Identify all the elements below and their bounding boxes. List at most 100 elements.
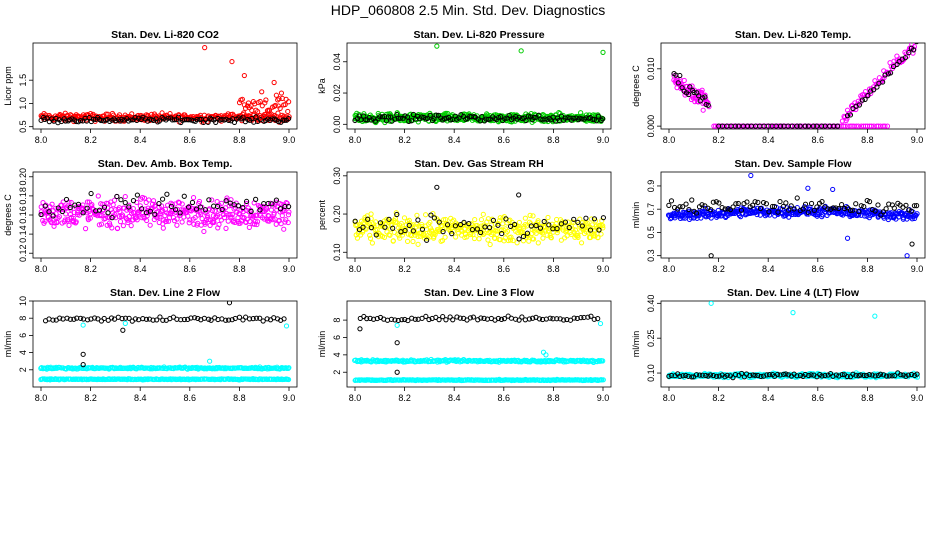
- yellow-point: [468, 221, 474, 227]
- green-point: [518, 48, 524, 54]
- black-point: [189, 199, 196, 206]
- black-point: [686, 91, 692, 98]
- black-point: [844, 205, 851, 211]
- black-point: [861, 372, 867, 378]
- black-point: [595, 113, 601, 119]
- magenta-point: [868, 123, 875, 129]
- yellow-point: [387, 232, 393, 238]
- magenta-point: [260, 203, 266, 210]
- black-point: [575, 219, 581, 225]
- black-point: [374, 315, 380, 322]
- black-point: [185, 204, 192, 210]
- black-point: [739, 370, 745, 377]
- black-point: [402, 227, 408, 234]
- yellow-point: [373, 219, 379, 225]
- black-point: [42, 203, 48, 209]
- black-point: [467, 315, 474, 321]
- black-point: [78, 315, 84, 321]
- black-point: [223, 198, 229, 204]
- yellow-point: [489, 216, 495, 222]
- magenta-point: [137, 203, 143, 209]
- black-point: [206, 197, 212, 203]
- yellow-point: [492, 221, 499, 227]
- cyan-point: [394, 322, 400, 328]
- black-point: [835, 123, 841, 129]
- cyan-point: [80, 322, 86, 328]
- black-point: [257, 207, 263, 213]
- magenta-point: [285, 212, 292, 218]
- black-point: [847, 207, 854, 214]
- black-point: [520, 233, 527, 240]
- black-point: [235, 203, 242, 209]
- black-point: [181, 316, 187, 323]
- x-tick-label: 8.0: [663, 264, 676, 274]
- x-tick-label: 8.2: [84, 135, 97, 145]
- y-tick-label: 0.14: [18, 225, 28, 243]
- black-point: [716, 373, 722, 379]
- black-point: [862, 96, 868, 102]
- yellow-point: [396, 233, 402, 239]
- black-point: [357, 326, 363, 332]
- cyan-point: [543, 352, 549, 358]
- cyan-point: [584, 357, 590, 364]
- yellow-point: [354, 235, 361, 241]
- magenta-point: [870, 84, 877, 90]
- black-point: [499, 230, 505, 237]
- x-tick-label: 8.2: [398, 264, 411, 274]
- black-point: [675, 80, 681, 86]
- black-point: [80, 362, 86, 368]
- black-point: [727, 207, 734, 213]
- black-point: [889, 373, 895, 379]
- black-point: [906, 207, 912, 213]
- black-point: [903, 202, 909, 208]
- x-tick-label: 8.0: [35, 264, 48, 274]
- yellow-point: [401, 215, 408, 221]
- x-tick-label: 8.0: [349, 135, 362, 145]
- data-points: [665, 172, 920, 258]
- y-tick-label: 1.0: [18, 97, 28, 110]
- black-point: [810, 123, 817, 129]
- black-point: [431, 215, 437, 221]
- black-point: [668, 372, 674, 379]
- y-tick-label: 0.5: [646, 226, 656, 239]
- magenta-point: [246, 224, 252, 230]
- black-point: [800, 206, 806, 212]
- black-point: [872, 208, 878, 214]
- black-point: [397, 115, 403, 121]
- magenta-point: [111, 197, 118, 203]
- magenta-point: [855, 123, 862, 129]
- black-point: [591, 216, 598, 222]
- black-point: [433, 112, 439, 118]
- plot-frame: [660, 171, 926, 259]
- yellow-point: [600, 225, 606, 231]
- black-point: [858, 372, 864, 378]
- blue-point: [862, 213, 868, 219]
- black-point: [562, 115, 568, 121]
- black-point: [808, 200, 815, 207]
- yellow-point: [410, 238, 416, 245]
- black-point: [571, 115, 577, 121]
- red-point: [245, 100, 252, 106]
- black-point: [469, 227, 476, 233]
- y-axis-label: ml/min: [3, 331, 13, 358]
- magenta-point: [209, 207, 216, 214]
- magenta-point: [73, 219, 79, 225]
- red-point: [282, 101, 288, 108]
- y-tick-label: 0.10: [646, 364, 656, 382]
- black-point: [461, 219, 467, 226]
- x-tick-label: 8.8: [233, 264, 246, 274]
- black-point: [181, 193, 187, 199]
- yellow-point: [530, 236, 537, 242]
- cyan-point: [600, 377, 606, 383]
- black-point: [600, 116, 606, 122]
- black-point: [722, 206, 728, 212]
- panel-title: Stan. Dev. Amb. Box Temp.: [98, 158, 233, 170]
- black-point: [909, 241, 915, 247]
- black-point: [797, 372, 804, 379]
- black-point: [356, 227, 363, 233]
- magenta-point: [56, 214, 62, 220]
- black-point: [836, 205, 842, 212]
- magenta-point: [254, 221, 260, 228]
- black-point: [260, 318, 266, 324]
